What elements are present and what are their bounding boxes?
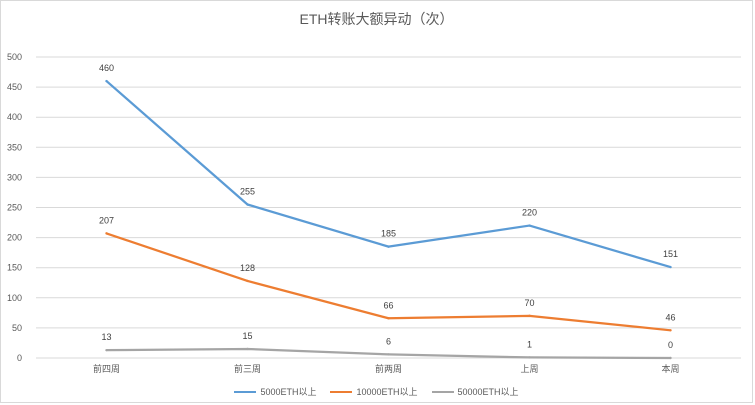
data-point (387, 317, 390, 320)
data-point (528, 356, 531, 359)
y-tick-label: 300 (7, 172, 22, 182)
legend-swatch (330, 390, 353, 393)
data-point (387, 353, 390, 356)
y-tick-label: 200 (7, 233, 22, 243)
data-label: 151 (663, 249, 678, 259)
legend-item-1: 5000ETH以上 (234, 385, 316, 398)
y-tick-label: 400 (7, 112, 22, 122)
data-point (246, 279, 249, 283)
data-label: 128 (240, 263, 255, 273)
x-tick-label: 本周 (661, 363, 679, 374)
y-tick-label: 150 (7, 263, 22, 273)
data-point (528, 314, 531, 318)
series-line-1 (105, 80, 671, 269)
data-point (105, 348, 108, 352)
data-point (105, 232, 108, 235)
y-tick-label: 50 (12, 323, 22, 333)
data-point (528, 224, 531, 227)
data-label: 13 (101, 332, 111, 342)
legend-item-3: 50000ETH以上 (431, 385, 519, 398)
chart-title: ETH转账大额异动（次） (299, 11, 454, 27)
data-point (246, 347, 249, 351)
data-label: 6 (386, 336, 391, 346)
data-label: 15 (242, 331, 252, 341)
legend-swatch (431, 390, 454, 393)
data-label: 1 (527, 339, 532, 349)
data-point (246, 203, 249, 206)
legend-item-2: 10000ETH以上 (330, 385, 418, 398)
y-tick-label: 0 (17, 353, 22, 363)
data-point (105, 79, 108, 83)
data-point (669, 356, 672, 360)
data-label: 185 (381, 229, 396, 239)
y-tick-label: 350 (7, 142, 22, 152)
legend-swatch (234, 390, 257, 393)
y-tick-label: 100 (7, 293, 22, 303)
legend-label: 5000ETH以上 (260, 387, 317, 397)
y-tick-label: 450 (7, 82, 22, 92)
data-label: 255 (240, 186, 255, 196)
data-label: 207 (99, 215, 114, 225)
x-tick-label: 前三周 (234, 363, 261, 374)
data-point (669, 265, 672, 269)
legend-label: 50000ETH以上 (457, 387, 519, 397)
y-tick-label: 250 (7, 203, 22, 213)
chart-legend: 5000ETH以上 10000ETH以上 50000ETH以上 (1, 385, 752, 398)
legend-label: 10000ETH以上 (356, 387, 418, 397)
series-line-2 (106, 232, 671, 332)
data-label: 0 (668, 340, 673, 350)
data-label: 220 (522, 208, 537, 218)
data-label: 66 (383, 300, 393, 310)
x-tick-label: 上周 (520, 364, 538, 374)
data-point (669, 329, 672, 332)
x-tick-label: 前两周 (375, 363, 402, 374)
data-point (387, 245, 390, 248)
x-tick-label: 前四周 (93, 363, 120, 374)
data-label: 70 (524, 298, 534, 308)
data-label: 46 (665, 312, 675, 322)
data-label: 460 (99, 63, 114, 73)
y-tick-label: 500 (7, 52, 22, 62)
